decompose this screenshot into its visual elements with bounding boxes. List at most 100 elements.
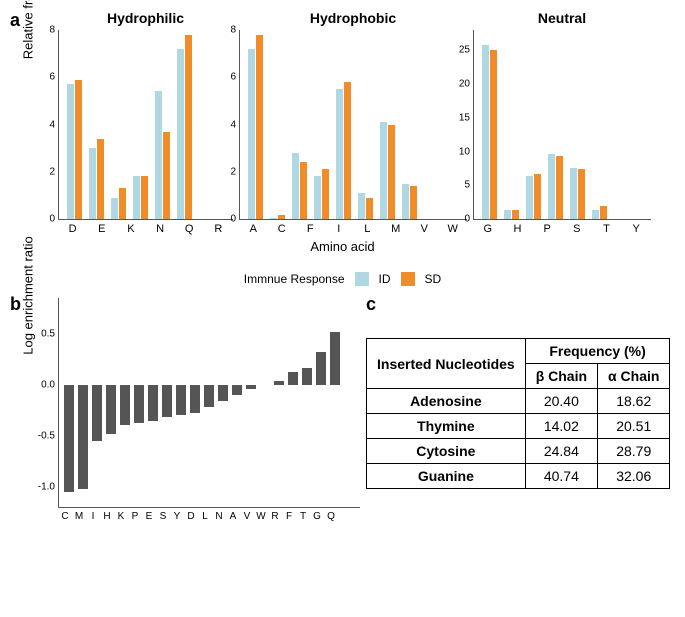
subchart-neutral: Neutral0510152025GHPSTY: [473, 10, 651, 235]
y-tick: 15: [446, 112, 470, 123]
bar-id: [380, 122, 387, 219]
bar-group: [66, 30, 82, 219]
bar-column: [300, 298, 314, 507]
table-row: Guanine40.7432.06: [367, 464, 670, 489]
y-tick: -1.0: [31, 481, 55, 492]
bar-group: [154, 30, 170, 219]
bar-sd: [344, 82, 351, 219]
bar-column: [244, 298, 258, 507]
enrichment-bar: [176, 385, 186, 416]
nucleotide-name: Cytosine: [367, 439, 526, 464]
bar-group: [176, 30, 192, 219]
category-label: D: [184, 511, 198, 522]
category-label: W: [439, 223, 468, 235]
category-label: R: [204, 223, 233, 235]
bar-id: [177, 49, 184, 219]
bar-column: [132, 298, 146, 507]
bar-column: [258, 298, 272, 507]
bar-column: [328, 298, 342, 507]
category-label: H: [503, 223, 533, 235]
enrichment-bar: [232, 385, 242, 395]
bar-id: [314, 176, 321, 219]
bar-id: [592, 210, 599, 219]
category-label: P: [532, 223, 562, 235]
enrichment-bar: [246, 385, 256, 389]
bar-group: [357, 30, 373, 219]
enrichment-bar: [316, 352, 326, 385]
bar-id: [89, 148, 96, 219]
y-tick: 2: [31, 166, 55, 177]
bar-sd: [185, 35, 192, 219]
bar-group: [88, 30, 104, 219]
bar-group: [269, 30, 285, 219]
legend-sd-swatch: [401, 272, 415, 286]
bar-id: [248, 49, 255, 219]
table-row: Thymine14.0220.51: [367, 414, 670, 439]
bar-column: [160, 298, 174, 507]
bar-group: [481, 30, 497, 219]
bar-group: [525, 30, 541, 219]
bar-sd: [256, 35, 263, 219]
y-tick: -0.5: [31, 430, 55, 441]
table-row: Cytosine24.8428.79: [367, 439, 670, 464]
category-label: P: [128, 511, 142, 522]
bar-group: [379, 30, 395, 219]
category-label: Y: [170, 511, 184, 522]
category-label: Q: [324, 511, 338, 522]
category-label: A: [239, 223, 268, 235]
subchart-hydrophobic: Hydrophobic02468ACFILMVW: [239, 10, 467, 235]
subchart-title: Neutral: [538, 10, 586, 26]
beta-value: 20.40: [525, 389, 597, 414]
bar-group: [247, 30, 263, 219]
bar-id: [292, 153, 299, 219]
bar-id: [402, 184, 409, 219]
bar-group: [335, 30, 351, 219]
enrichment-bar: [204, 385, 214, 407]
bar-id: [133, 176, 140, 219]
category-label: N: [212, 511, 226, 522]
panel-a-xlabel: Amino acid: [10, 239, 675, 254]
bar-sd: [600, 206, 607, 220]
y-tick: 25: [446, 45, 470, 56]
bar-column: [230, 298, 244, 507]
nucleotide-name: Thymine: [367, 414, 526, 439]
category-label: K: [114, 511, 128, 522]
enrichment-bar: [288, 372, 298, 384]
enrichment-bar: [330, 332, 340, 385]
subchart-hydrophilic: Hydrophilic02468DEKNQR: [58, 10, 233, 235]
category-label: E: [87, 223, 116, 235]
enrichment-bar: [64, 385, 74, 492]
subchart-title: Hydrophilic: [107, 10, 184, 26]
enrichment-bar: [162, 385, 172, 418]
category-label: G: [310, 511, 324, 522]
enrichment-bar: [218, 385, 228, 401]
bar-id: [270, 218, 277, 219]
th-alpha: α Chain: [598, 364, 670, 389]
bar-column: [202, 298, 216, 507]
th-beta: β Chain: [525, 364, 597, 389]
bar-sd: [578, 169, 585, 219]
bar-id: [155, 91, 162, 219]
frequency-table: Inserted Nucleotides Frequency (%) β Cha…: [366, 338, 670, 489]
bar-group: [401, 30, 417, 219]
y-tick: 4: [31, 119, 55, 130]
bar-group: [547, 30, 563, 219]
category-label: V: [410, 223, 439, 235]
category-label: T: [592, 223, 622, 235]
bar-id: [526, 176, 533, 219]
bar-column: [90, 298, 104, 507]
bar-sd: [512, 210, 519, 219]
bar-group: [291, 30, 307, 219]
category-label: G: [473, 223, 503, 235]
category-label: W: [254, 511, 268, 522]
category-label: I: [325, 223, 354, 235]
y-tick: 0.0: [31, 379, 55, 390]
bar-id: [67, 84, 74, 219]
bar-sd: [322, 169, 329, 219]
category-label: A: [226, 511, 240, 522]
bar-group: [503, 30, 519, 219]
bar-column: [314, 298, 328, 507]
y-tick: 8: [31, 25, 55, 36]
y-tick: 2: [212, 166, 236, 177]
bar-column: [76, 298, 90, 507]
